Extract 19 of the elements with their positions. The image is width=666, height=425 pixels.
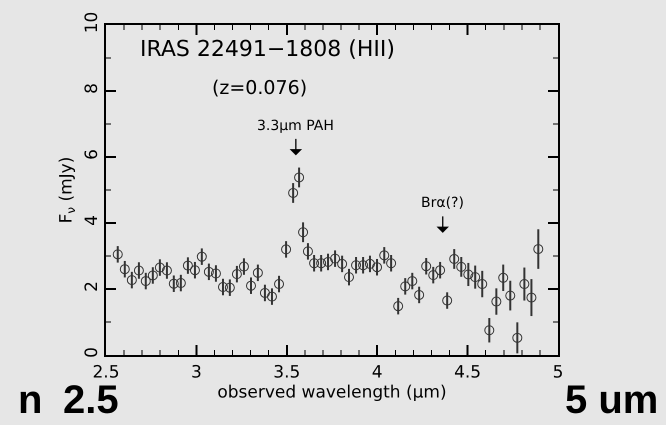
y-tick-label: 6 (82, 149, 102, 160)
x-tick-label: 3 (190, 362, 202, 382)
x-tick-label: 3.5 (273, 362, 300, 382)
annotation: 3.3μm PAH (257, 118, 334, 134)
annotation: Brα(?) (421, 195, 464, 211)
y-tick-label: 4 (82, 215, 102, 226)
y-tick-label: 2 (82, 281, 102, 292)
text: IRAS 22491−1808 (HII) (140, 37, 395, 62)
x-tick-label: 4.5 (454, 362, 482, 382)
x-tick-label: 5 (552, 362, 564, 382)
text: 5 um (565, 378, 658, 422)
y-tick-label: 10 (82, 12, 102, 34)
x-tick-label: 2.5 (92, 362, 120, 382)
y-tick-label: 8 (82, 83, 102, 94)
x-axis-title: observed wavelength (μm) (217, 382, 447, 402)
y-tick-label: 0 (82, 347, 102, 358)
text: n (18, 378, 42, 422)
text: (z=0.076) (212, 77, 308, 99)
x-tick-label: 4 (372, 362, 383, 382)
